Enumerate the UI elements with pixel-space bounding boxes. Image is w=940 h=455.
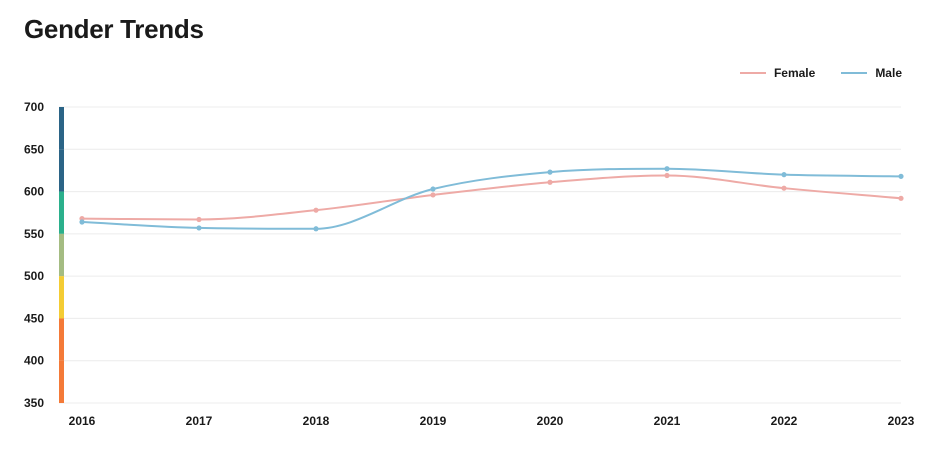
y-tick-label: 450: [24, 311, 44, 325]
data-point-male-2019[interactable]: [430, 186, 436, 192]
x-axis-ticks: 2016 2017 2018 2019 2020 2021 2022 2023: [69, 414, 915, 428]
x-tick-label: 2016: [69, 414, 96, 428]
y-band-350-400: [59, 360, 64, 403]
data-point-male-2020[interactable]: [547, 169, 553, 175]
y-tick-label: 600: [24, 185, 44, 199]
x-tick-label: 2020: [537, 414, 564, 428]
x-tick-label: 2023: [888, 414, 915, 428]
legend-swatch-female: [739, 72, 766, 74]
y-tick-label: 700: [24, 100, 44, 114]
data-point-female-2022[interactable]: [781, 185, 787, 191]
legend-item-female[interactable]: Female: [739, 66, 816, 80]
x-tick-label: 2018: [303, 414, 330, 428]
y-tick-label: 350: [24, 396, 44, 410]
y-band-450-500: [59, 276, 64, 319]
y-band-400-450: [59, 318, 64, 361]
y-tick-label: 500: [24, 269, 44, 283]
data-point-male-2021[interactable]: [664, 166, 670, 172]
y-band-650-700: [59, 107, 64, 150]
legend-item-male[interactable]: Male: [841, 66, 902, 80]
series-male: [79, 166, 904, 232]
data-point-male-2018[interactable]: [313, 226, 319, 232]
data-point-female-2023[interactable]: [898, 195, 904, 201]
x-tick-label: 2022: [771, 414, 798, 428]
data-point-male-2017[interactable]: [196, 225, 202, 231]
y-band-500-550: [59, 233, 64, 277]
data-point-male-2016[interactable]: [79, 219, 85, 225]
x-tick-label: 2019: [420, 414, 447, 428]
data-point-male-2022[interactable]: [781, 172, 787, 178]
x-tick-label: 2017: [186, 414, 213, 428]
y-tick-label: 650: [24, 142, 44, 156]
data-point-female-2019[interactable]: [430, 192, 436, 198]
data-point-male-2023[interactable]: [898, 173, 904, 179]
y-tick-label: 400: [24, 354, 44, 368]
x-tick-label: 2021: [654, 414, 681, 428]
series-line-female: [81, 174, 902, 221]
legend-label-male: Male: [875, 66, 902, 80]
data-point-female-2017[interactable]: [196, 216, 202, 223]
series-lines: [79, 166, 904, 232]
data-point-female-2020[interactable]: [547, 179, 553, 185]
y-axis-ticks: 700 650 600 550 500 450 400 350: [24, 100, 44, 410]
data-point-female-2018[interactable]: [313, 207, 319, 213]
grid-lines: [59, 106, 901, 404]
series-female: [79, 172, 904, 223]
y-tick-label: 550: [24, 227, 44, 241]
data-point-female-2021[interactable]: [664, 172, 670, 179]
chart-legend: Female Male: [739, 66, 902, 80]
y-band-600-650: [59, 149, 64, 192]
legend-label-female: Female: [773, 66, 816, 80]
y-band-550-600: [59, 191, 64, 234]
legend-swatch-male: [841, 72, 868, 74]
series-line-male: [81, 167, 902, 230]
y-axis-color-bands: [59, 107, 64, 403]
chart-title: Gender Trends: [24, 14, 204, 44]
